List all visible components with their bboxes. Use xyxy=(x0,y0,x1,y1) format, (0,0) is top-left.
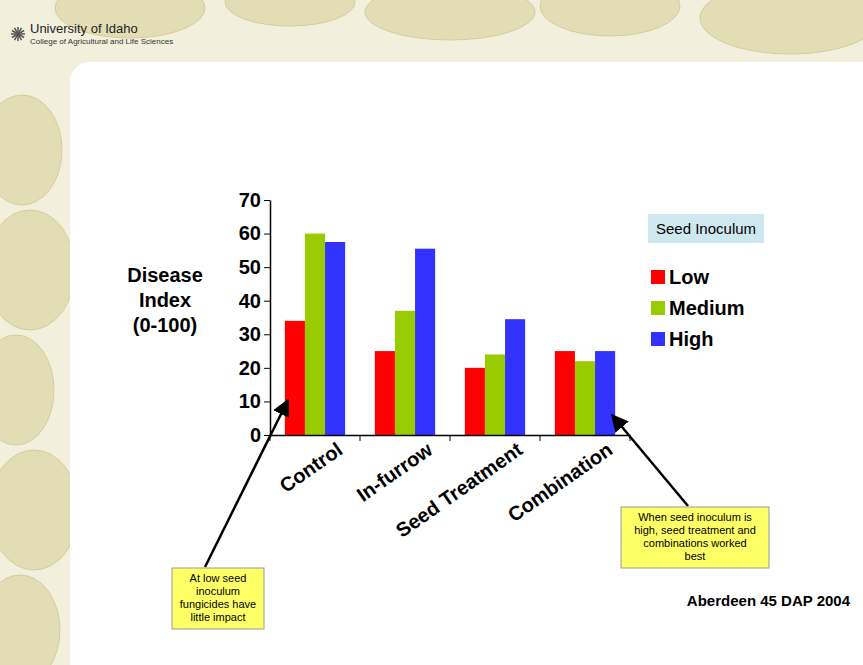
annotation-line: combinations worked xyxy=(643,537,746,549)
potato xyxy=(540,0,680,36)
annotation-line: When seed inoculum is xyxy=(638,511,752,523)
annotation-frame xyxy=(621,507,769,568)
slide: University of IdahoCollege of Agricultur… xyxy=(0,0,863,665)
y-tick-mark xyxy=(264,301,270,302)
y-axis-title-line: (0-100) xyxy=(133,314,197,336)
header-subtitle: College of Agricultural and Life Science… xyxy=(30,37,173,46)
y-tick: 40 xyxy=(239,290,270,312)
legend-swatch xyxy=(651,332,665,346)
arrows xyxy=(205,400,688,567)
annotation-line: inoculum xyxy=(196,585,240,597)
annotation-line: At low seed xyxy=(190,572,247,584)
site-note: Aberdeen 45 DAP 2004 xyxy=(687,592,851,609)
arrow xyxy=(612,415,688,506)
bar xyxy=(465,368,485,435)
legend-label: Medium xyxy=(669,297,745,319)
legend-label: High xyxy=(669,328,713,350)
arrow xyxy=(205,400,288,567)
legend-title-box xyxy=(648,214,764,243)
legend-title: Seed Inoculum xyxy=(656,220,756,237)
content-panel xyxy=(70,62,863,665)
bar xyxy=(285,321,305,435)
x-tick-label: Combination xyxy=(504,438,617,526)
y-tick-label: 40 xyxy=(239,290,261,312)
x-divider xyxy=(450,435,451,441)
annotation-text: When seed inoculum ishigh, seed treatmen… xyxy=(634,511,756,562)
y-axis-line xyxy=(270,201,272,436)
potato xyxy=(700,0,863,54)
potato xyxy=(0,450,79,570)
x-tick: Seed Treatment xyxy=(392,438,527,542)
header-title: University of Idaho xyxy=(30,21,138,36)
x-tick-label: Control xyxy=(275,438,346,497)
legend-label: Low xyxy=(669,266,709,288)
y-tick-mark xyxy=(264,401,270,402)
y-tick-label: 70 xyxy=(239,189,261,211)
y-axis-title: Disease Index (0-100) xyxy=(127,264,203,336)
x-axis: ControlIn-furrowSeed TreatmentCombinatio… xyxy=(271,436,631,542)
annotation-box: When seed inoculum ishigh, seed treatmen… xyxy=(621,507,769,568)
y-axis-title-line: Index xyxy=(139,289,191,311)
y-tick-label: 30 xyxy=(239,323,261,345)
x-tick: Control xyxy=(275,438,346,497)
y-tick-label: 0 xyxy=(250,424,261,446)
x-divider xyxy=(360,435,361,441)
bar xyxy=(305,234,325,435)
legend: Seed Inoculum Low Medium High xyxy=(648,214,764,350)
y-axis: 0 10 20 30 40 50 60 70 xyxy=(239,189,271,446)
y-axis-title-line: Disease xyxy=(127,264,203,286)
bar xyxy=(575,361,595,435)
logo-stroke xyxy=(12,31,24,38)
y-tick: 70 xyxy=(239,189,270,211)
potato xyxy=(0,95,62,205)
bar xyxy=(485,354,505,435)
annotation-line: best xyxy=(685,550,706,562)
bar xyxy=(395,311,415,435)
x-dividers xyxy=(270,435,630,441)
logo-mark xyxy=(11,27,25,41)
x-tick: In-furrow xyxy=(353,438,437,506)
y-tick: 60 xyxy=(239,222,270,244)
y-tick-label: 60 xyxy=(239,222,261,244)
legend-swatch xyxy=(651,270,665,284)
y-tick-label: 10 xyxy=(239,390,261,412)
bar xyxy=(555,351,575,435)
y-tick-mark xyxy=(264,267,270,268)
y-tick-mark xyxy=(264,234,270,235)
annotation-line: high, seed treatment and xyxy=(634,524,756,536)
x-tick-label: In-furrow xyxy=(353,438,437,506)
potato xyxy=(225,0,355,26)
annotation-text: At low seedinoculumfungicides havelittle… xyxy=(180,572,256,623)
annotation-line: fungicides have xyxy=(180,598,256,610)
annotation-line: little impact xyxy=(190,611,245,623)
x-tick: Combination xyxy=(504,438,617,526)
annotation-box: At low seedinoculumfungicides havelittle… xyxy=(172,568,264,629)
x-divider xyxy=(540,435,541,441)
potato xyxy=(0,335,54,445)
potato xyxy=(365,0,535,40)
bar xyxy=(595,351,615,435)
y-tick: 30 xyxy=(239,323,270,345)
bar xyxy=(325,242,345,435)
y-tick-label: 50 xyxy=(239,256,261,278)
y-tick: 10 xyxy=(239,390,270,412)
potato xyxy=(0,210,75,330)
legend-swatch xyxy=(651,301,665,315)
bars xyxy=(285,234,615,435)
y-tick-mark xyxy=(264,368,270,369)
bar xyxy=(415,249,435,435)
potato xyxy=(0,575,60,665)
y-tick: 20 xyxy=(239,357,270,379)
y-tick-mark xyxy=(264,334,270,335)
annotation-frame xyxy=(172,568,264,629)
bar xyxy=(375,351,395,435)
y-tick-mark xyxy=(264,200,270,201)
y-tick: 50 xyxy=(239,256,270,278)
x-tick-label: Seed Treatment xyxy=(392,438,527,542)
y-tick-label: 20 xyxy=(239,357,261,379)
bar xyxy=(505,319,525,435)
